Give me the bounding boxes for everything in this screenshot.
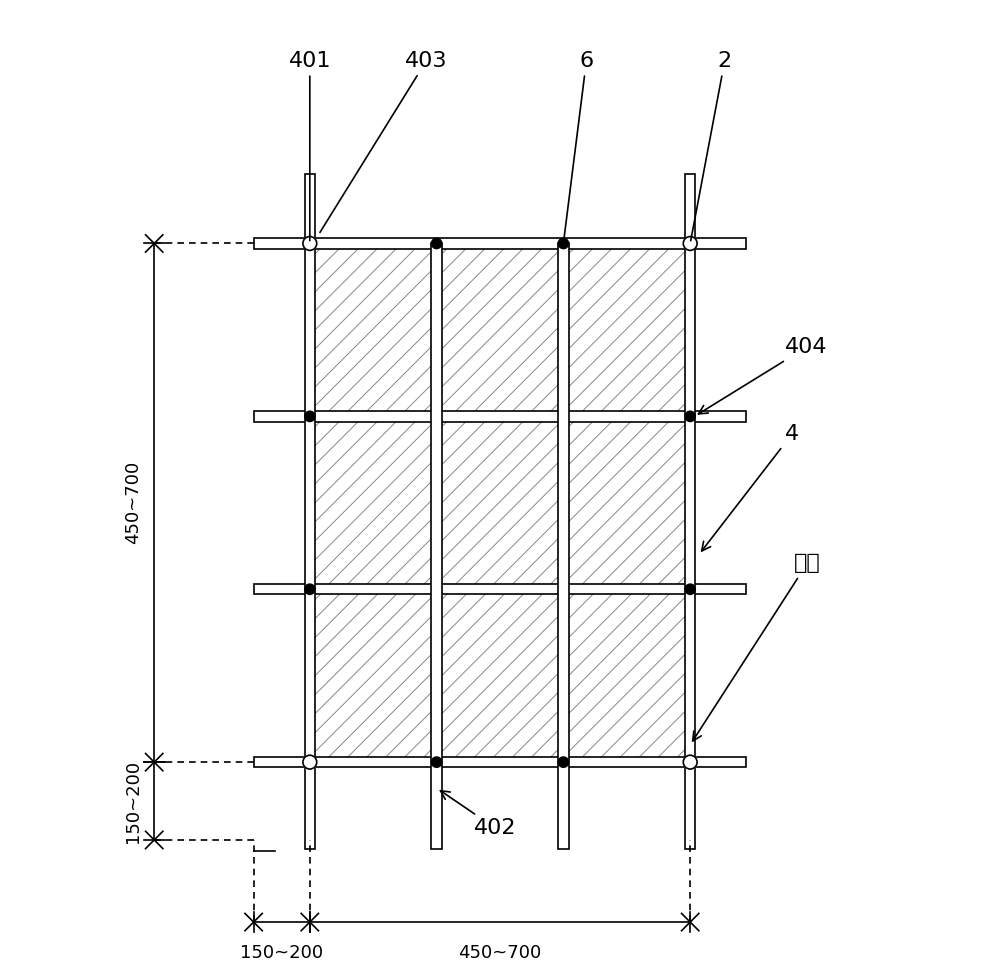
Circle shape: [685, 584, 695, 594]
Text: 401: 401: [289, 50, 331, 241]
Circle shape: [303, 237, 317, 251]
Circle shape: [305, 584, 315, 594]
Bar: [685, 174, 695, 849]
Circle shape: [303, 755, 317, 769]
Bar: [437, 589, 563, 762]
Bar: [254, 411, 746, 421]
Text: 450~700: 450~700: [124, 461, 142, 545]
Text: 403: 403: [320, 50, 448, 232]
Bar: [310, 589, 437, 762]
Bar: [563, 244, 690, 417]
Circle shape: [558, 238, 569, 249]
Text: 4: 4: [702, 423, 799, 551]
Circle shape: [305, 411, 315, 421]
Circle shape: [683, 237, 697, 251]
Bar: [254, 757, 746, 767]
Text: 150~200: 150~200: [124, 759, 142, 843]
Bar: [431, 244, 442, 849]
Text: 焊接: 焊接: [693, 553, 821, 741]
Bar: [437, 244, 563, 417]
Circle shape: [431, 757, 442, 767]
Bar: [254, 238, 746, 249]
Bar: [310, 244, 437, 417]
Bar: [254, 584, 746, 594]
Circle shape: [431, 238, 442, 249]
Bar: [305, 174, 315, 849]
Text: 450~700: 450~700: [458, 944, 542, 961]
Circle shape: [558, 757, 569, 767]
Bar: [310, 244, 690, 762]
Bar: [437, 417, 563, 589]
Text: 2: 2: [691, 50, 732, 241]
Circle shape: [683, 755, 697, 769]
Text: 6: 6: [564, 50, 594, 241]
Text: 402: 402: [440, 790, 517, 838]
Bar: [558, 244, 569, 849]
Text: 150~200: 150~200: [240, 944, 323, 961]
Circle shape: [685, 411, 695, 421]
Bar: [310, 417, 437, 589]
Text: 404: 404: [698, 337, 828, 414]
Bar: [563, 589, 690, 762]
Bar: [563, 417, 690, 589]
